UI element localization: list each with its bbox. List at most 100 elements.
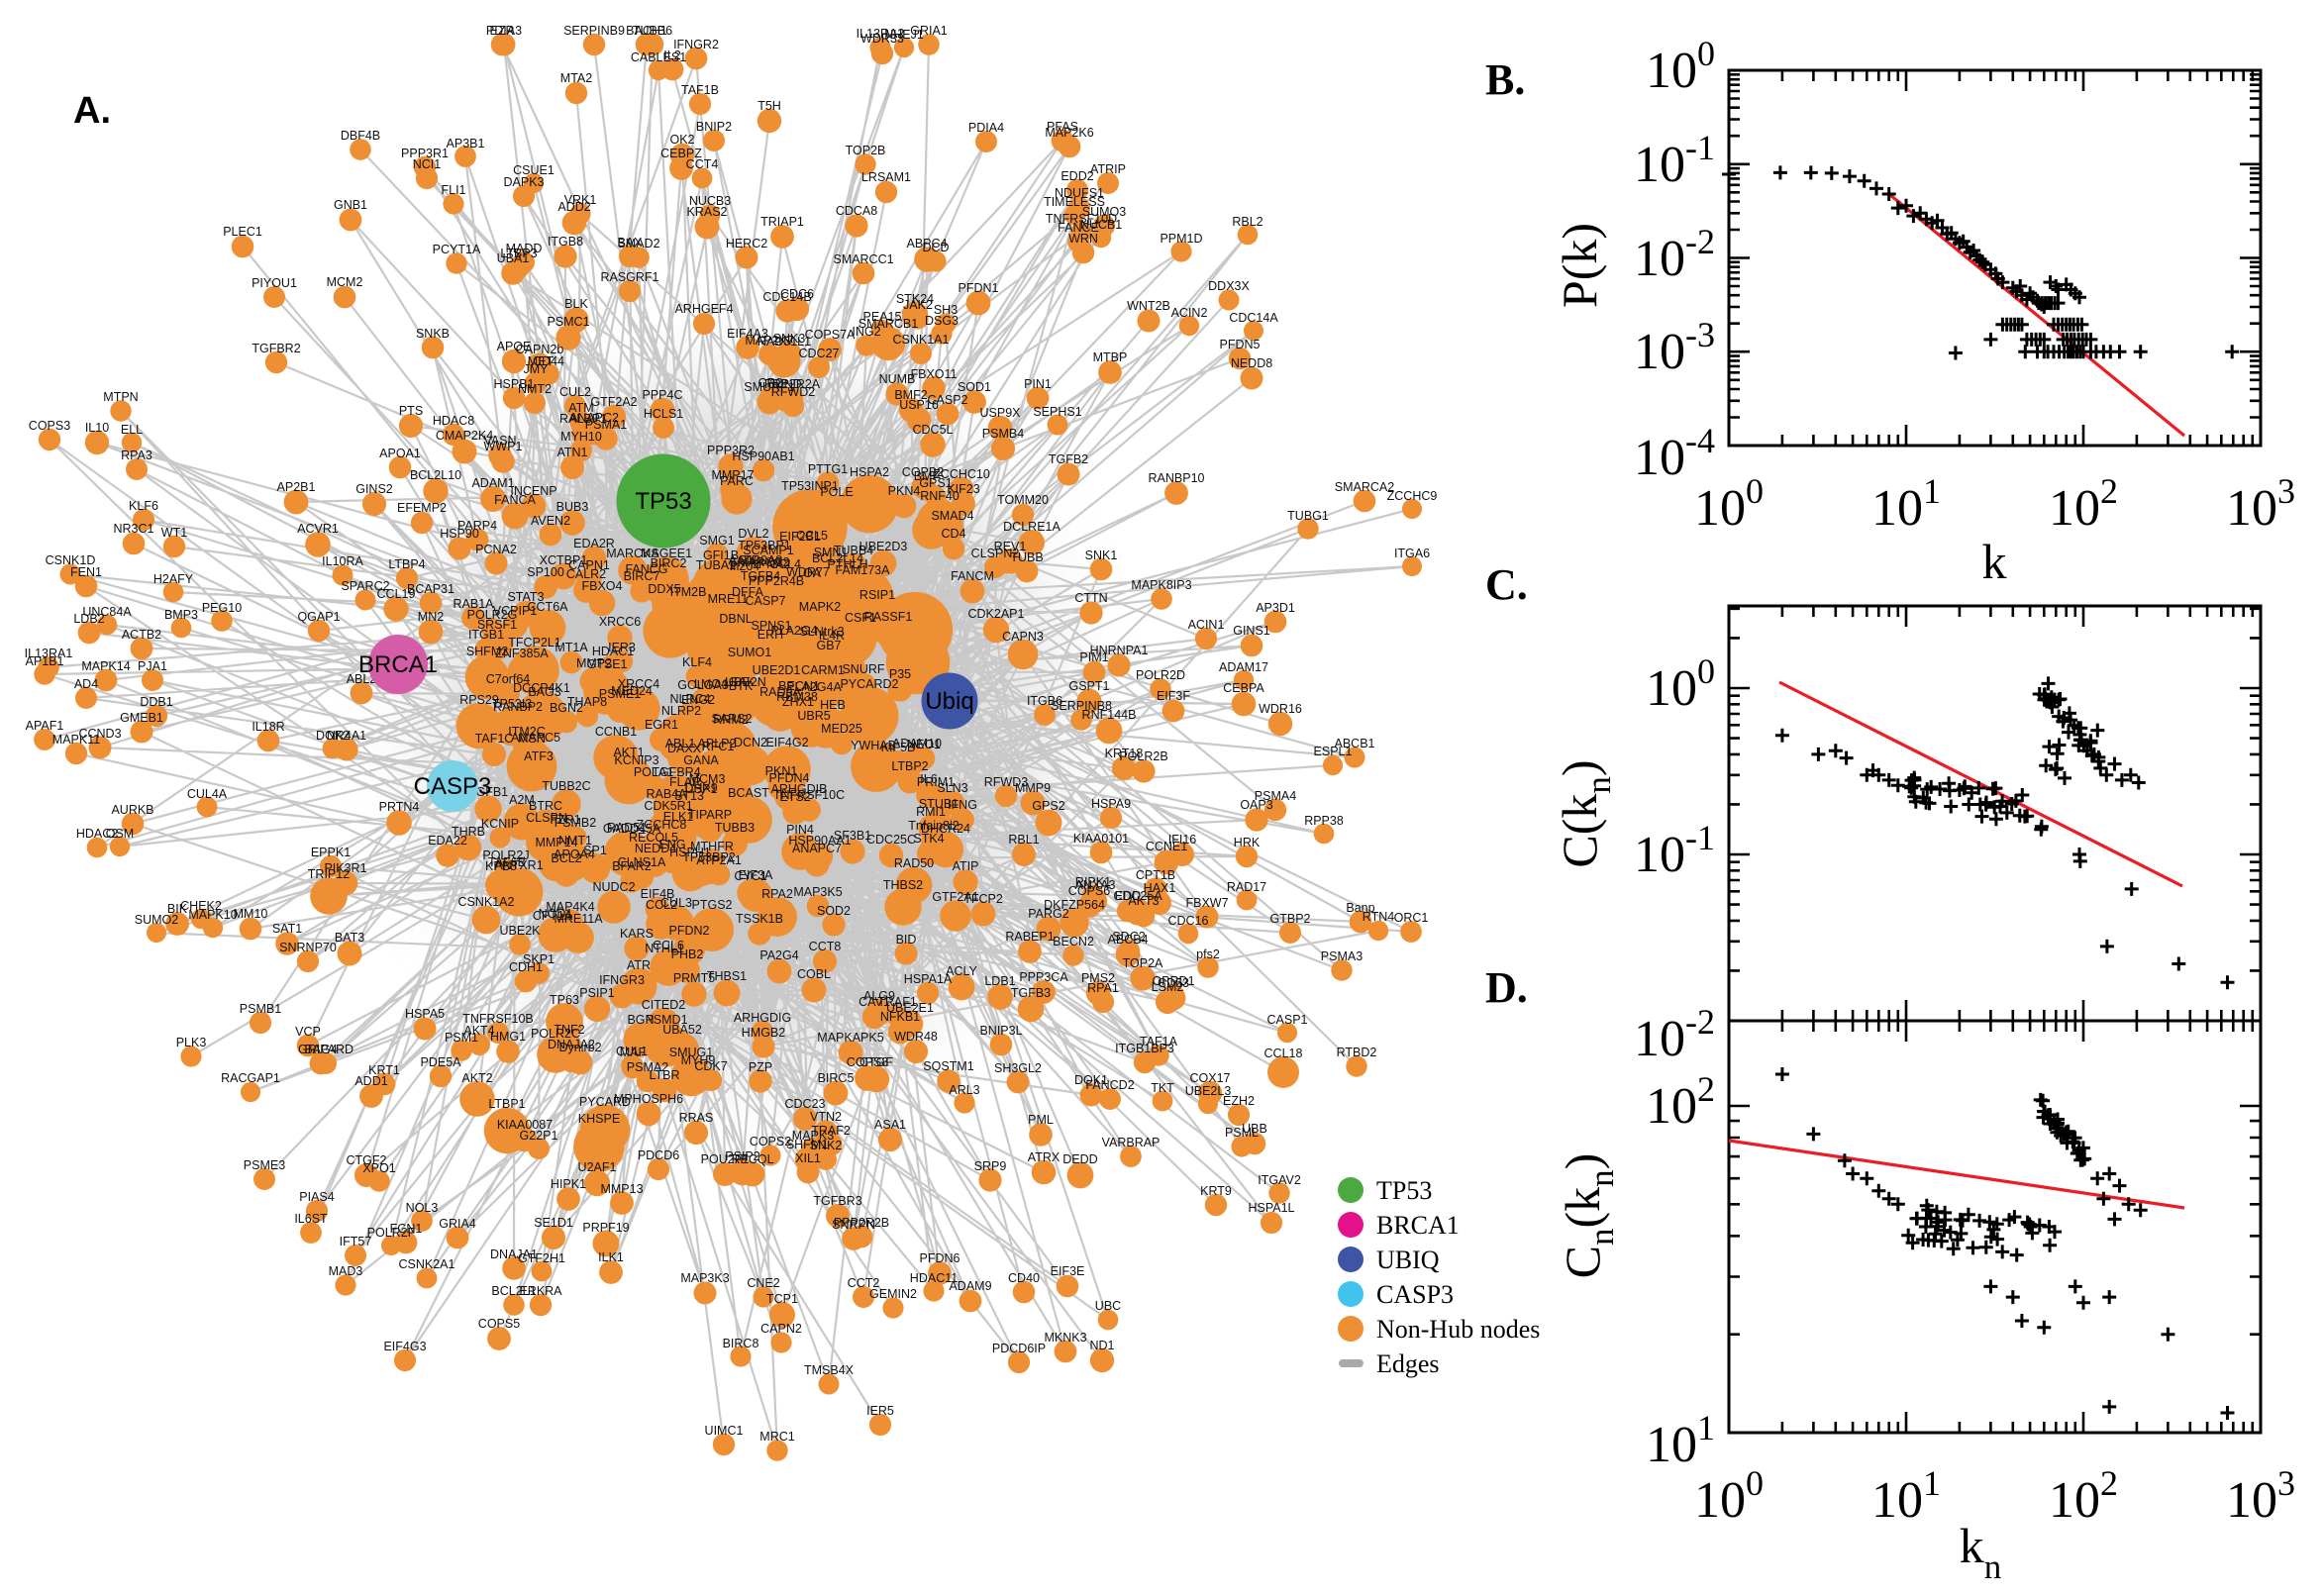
svg-text:ARHGDIB: ARHGDIB bbox=[771, 782, 828, 796]
svg-text:HSP90AB1: HSP90AB1 bbox=[732, 449, 794, 463]
svg-text:POLR2D: POLR2D bbox=[1136, 668, 1185, 682]
svg-text:MT1A: MT1A bbox=[555, 641, 588, 654]
svg-text:ITGB8: ITGB8 bbox=[548, 235, 583, 249]
svg-text:NTHL1: NTHL1 bbox=[645, 942, 684, 955]
svg-text:SERPINB8: SERPINB8 bbox=[1051, 699, 1112, 713]
svg-text:VARBRAP: VARBRAP bbox=[1102, 1136, 1161, 1149]
svg-text:CYC1: CYC1 bbox=[734, 869, 766, 883]
svg-text:TUBA1: TUBA1 bbox=[696, 558, 736, 572]
svg-text:AP3D1: AP3D1 bbox=[1256, 601, 1295, 615]
svg-text:GNB1: GNB1 bbox=[334, 198, 367, 212]
svg-text:ARHGEF4: ARHGEF4 bbox=[674, 302, 733, 316]
svg-text:GFI1B: GFI1B bbox=[703, 549, 739, 562]
svg-text:RRM2: RRM2 bbox=[713, 713, 748, 727]
svg-text:CCL18: CCL18 bbox=[1264, 1047, 1303, 1060]
svg-text:RACGAP1: RACGAP1 bbox=[221, 1071, 280, 1085]
svg-text:ELK1: ELK1 bbox=[663, 810, 694, 824]
svg-text:PDE5A: PDE5A bbox=[421, 1055, 462, 1069]
svg-text:CSUE1: CSUE1 bbox=[513, 163, 555, 177]
svg-text:ENG: ENG bbox=[658, 838, 685, 851]
svg-text:SRP9: SRP9 bbox=[974, 1159, 1007, 1173]
svg-text:RANBP10: RANBP10 bbox=[1149, 471, 1205, 485]
svg-text:GPS1: GPS1 bbox=[919, 476, 952, 490]
svg-text:NUDC2: NUDC2 bbox=[592, 880, 635, 894]
svg-text:BRCA1: BRCA1 bbox=[358, 651, 438, 678]
svg-text:NDUFS1: NDUFS1 bbox=[1055, 186, 1104, 200]
svg-text:FAM173A: FAM173A bbox=[836, 563, 891, 577]
svg-text:COPS5: COPS5 bbox=[478, 1317, 520, 1331]
svg-text:REV1: REV1 bbox=[994, 540, 1027, 553]
svg-text:HMG1: HMG1 bbox=[490, 1030, 526, 1044]
svg-text:Ifi204: Ifi204 bbox=[730, 559, 760, 573]
svg-text:CASP7: CASP7 bbox=[746, 594, 786, 608]
svg-text:NUCB1: NUCB1 bbox=[1080, 218, 1122, 232]
svg-text:GTF2A1: GTF2A1 bbox=[932, 890, 978, 904]
svg-text:TNFRSF10C: TNFRSF10C bbox=[773, 788, 845, 802]
svg-text:TP53: TP53 bbox=[1376, 1176, 1432, 1205]
svg-text:UBB: UBB bbox=[1242, 1122, 1267, 1136]
svg-text:TKT: TKT bbox=[1151, 1081, 1174, 1095]
svg-text:SOD2: SOD2 bbox=[817, 904, 851, 918]
svg-text:FLAR: FLAR bbox=[669, 775, 701, 789]
svg-text:NCI1: NCI1 bbox=[413, 157, 442, 171]
svg-text:ELL: ELL bbox=[121, 423, 143, 437]
svg-text:UBR5: UBR5 bbox=[797, 709, 830, 723]
svg-text:MAPK11: MAPK11 bbox=[52, 733, 100, 747]
svg-text:STK4: STK4 bbox=[913, 832, 944, 846]
svg-text:PPM1D: PPM1D bbox=[1160, 232, 1202, 246]
svg-text:FBXO4: FBXO4 bbox=[582, 579, 623, 593]
svg-text:NUCB3: NUCB3 bbox=[689, 194, 731, 208]
svg-text:BAG3: BAG3 bbox=[528, 685, 560, 699]
svg-text:CCND3: CCND3 bbox=[78, 727, 121, 741]
svg-text:SNK3: SNK3 bbox=[773, 332, 806, 346]
svg-text:GMEB1: GMEB1 bbox=[120, 711, 163, 725]
svg-text:AKT2: AKT2 bbox=[461, 1071, 492, 1085]
svg-text:101: 101 bbox=[1646, 1408, 1715, 1473]
svg-text:APOA4: APOA4 bbox=[554, 848, 595, 861]
svg-text:HIPK1: HIPK1 bbox=[551, 1177, 586, 1191]
svg-text:POLE: POLE bbox=[820, 485, 853, 499]
svg-text:IL13RA1: IL13RA1 bbox=[25, 647, 73, 660]
svg-text:MAP3K3: MAP3K3 bbox=[680, 1271, 729, 1285]
svg-text:GTSE1: GTSE1 bbox=[587, 657, 628, 671]
svg-text:LDB2: LDB2 bbox=[73, 612, 104, 626]
svg-text:DFFA: DFFA bbox=[732, 585, 764, 599]
svg-text:JUND: JUND bbox=[768, 377, 801, 391]
svg-text:KRT18: KRT18 bbox=[1105, 747, 1144, 760]
svg-text:OK2: OK2 bbox=[669, 133, 694, 147]
svg-text:Edges: Edges bbox=[1376, 1349, 1440, 1378]
svg-text:WDR77: WDR77 bbox=[786, 565, 830, 579]
svg-text:ADAM1: ADAM1 bbox=[471, 476, 514, 490]
svg-text:SAT1: SAT1 bbox=[272, 922, 302, 936]
svg-text:HAX1: HAX1 bbox=[1144, 881, 1176, 895]
svg-text:MTHFR: MTHFR bbox=[690, 840, 734, 853]
svg-text:IFNGR2: IFNGR2 bbox=[673, 38, 719, 51]
svg-text:CAV1: CAV1 bbox=[858, 995, 890, 1009]
svg-text:BTRC: BTRC bbox=[529, 799, 562, 813]
svg-text:TIPARP: TIPARP bbox=[688, 808, 732, 822]
svg-text:KIF5B: KIF5B bbox=[881, 741, 916, 754]
svg-text:B.: B. bbox=[1485, 55, 1525, 104]
svg-text:TCP1: TCP1 bbox=[766, 1292, 798, 1306]
svg-text:S100A8: S100A8 bbox=[739, 553, 783, 567]
svg-text:DBF4B: DBF4B bbox=[341, 129, 380, 143]
svg-text:OSM: OSM bbox=[106, 827, 134, 841]
svg-text:NOL3: NOL3 bbox=[406, 1201, 439, 1215]
svg-text:EIF4B: EIF4B bbox=[641, 887, 675, 901]
svg-text:BIRC8: BIRC8 bbox=[723, 1337, 759, 1350]
svg-text:CCL19: CCL19 bbox=[377, 587, 416, 601]
svg-text:USP9X: USP9X bbox=[980, 406, 1022, 420]
svg-text:KPNA2: KPNA2 bbox=[751, 557, 791, 571]
svg-text:T5H: T5H bbox=[758, 99, 781, 113]
svg-text:RBM38: RBM38 bbox=[776, 690, 818, 704]
svg-text:CDC16: CDC16 bbox=[1168, 914, 1209, 928]
svg-text:RPA2: RPA2 bbox=[761, 887, 793, 901]
svg-text:PCYT1A: PCYT1A bbox=[433, 243, 481, 256]
svg-text:KLF4: KLF4 bbox=[682, 655, 712, 669]
svg-text:ITGB1BP3: ITGB1BP3 bbox=[1115, 1042, 1174, 1055]
svg-text:CCT6A: CCT6A bbox=[528, 600, 569, 614]
svg-text:EZH2: EZH2 bbox=[1223, 1094, 1255, 1108]
svg-text:BACH1: BACH1 bbox=[626, 24, 667, 38]
svg-text:ZCCHC10: ZCCHC10 bbox=[933, 467, 990, 481]
svg-text:TP53BP2: TP53BP2 bbox=[682, 850, 736, 864]
